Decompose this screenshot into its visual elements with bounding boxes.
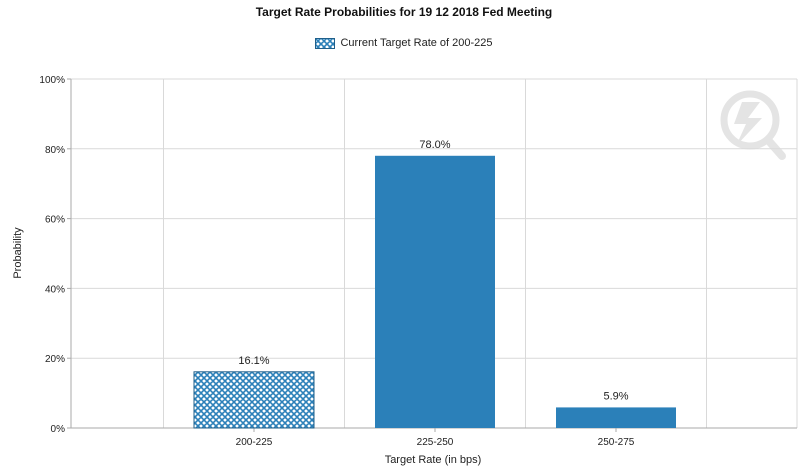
lightning-magnifier-icon (720, 90, 786, 160)
bar-225-250 (375, 155, 495, 428)
value-label-225-250: 78.0% (419, 139, 450, 151)
x-axis-title: Target Rate (in bps) (385, 454, 482, 466)
bar-250-275 (556, 407, 676, 428)
value-label-250-275: 5.9% (603, 390, 628, 402)
legend-label: Current Target Rate of 200-225 (340, 37, 493, 49)
y-axis-title: Probability (12, 227, 24, 279)
y-tick-label: 40% (45, 284, 65, 295)
value-label-200-225: 16.1% (238, 355, 269, 367)
legend-swatch-hatched (315, 37, 336, 49)
x-tick-label-250-275: 250-275 (598, 437, 635, 448)
y-tick-label: 80% (45, 145, 65, 156)
chart-title: Target Rate Probabilities for 19 12 2018… (255, 5, 553, 19)
bar-200-225 (193, 371, 315, 429)
x-tick-label-200-225: 200-225 (236, 437, 273, 448)
y-tick-label: 100% (39, 75, 65, 86)
bars (193, 155, 676, 429)
data-labels: 16.1% 78.0% 5.9% (238, 139, 628, 403)
y-tick-label: 0% (51, 424, 66, 435)
x-tick-label-225-250: 225-250 (417, 437, 454, 448)
y-tick-label: 60% (45, 215, 65, 226)
y-tick-label: 20% (45, 354, 65, 365)
legend: Current Target Rate of 200-225 (0, 37, 808, 49)
